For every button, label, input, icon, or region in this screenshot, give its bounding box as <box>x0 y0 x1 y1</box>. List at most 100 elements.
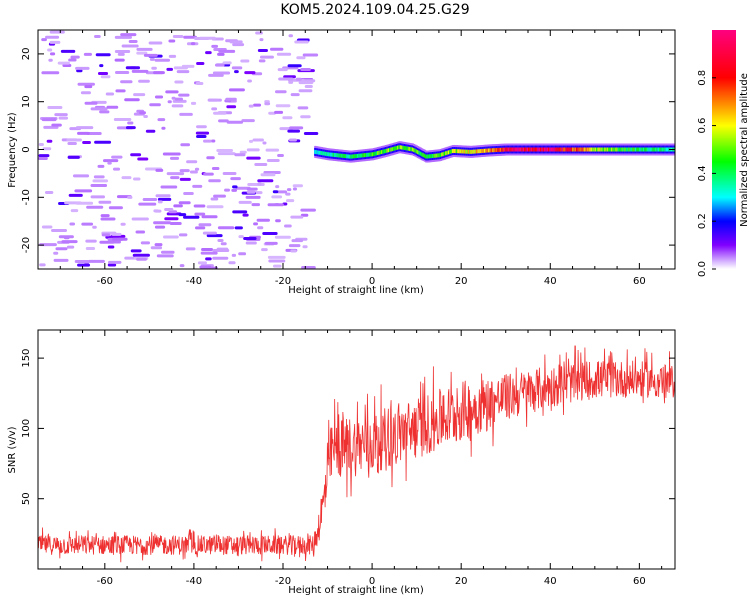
noise-blob <box>247 79 252 83</box>
noise-blob <box>77 131 90 135</box>
track-core <box>350 154 353 159</box>
noise-blob <box>113 117 132 121</box>
noise-blob <box>137 157 149 161</box>
track-core <box>410 147 413 152</box>
noise-blob <box>213 194 226 198</box>
noise-blob <box>275 219 281 223</box>
x-tick-label: -20 <box>275 576 291 587</box>
noise-blob <box>178 201 191 205</box>
noise-blob <box>111 155 123 159</box>
noise-blob <box>151 66 157 70</box>
track-core <box>593 147 596 152</box>
track-core <box>352 154 356 159</box>
noise-blob <box>218 49 236 53</box>
noise-blob <box>97 164 105 168</box>
track-core <box>385 149 388 154</box>
noise-blob <box>169 222 182 226</box>
track-core <box>362 153 365 158</box>
track-core <box>473 149 476 154</box>
noise-blob <box>232 185 238 189</box>
noise-blob <box>97 72 109 76</box>
noise-blob <box>43 125 59 129</box>
noise-blob <box>205 51 212 55</box>
track-core <box>491 148 495 153</box>
noise-blob <box>125 66 141 70</box>
noise-blob <box>84 85 93 89</box>
noise-blob <box>269 47 284 51</box>
noise-blob <box>128 39 138 43</box>
noise-blob <box>228 88 245 92</box>
spectrogram-x-axis: -60 -40 -20 0 20 40 60 <box>37 30 663 287</box>
noise-blob <box>61 240 78 244</box>
noise-blob <box>292 184 303 188</box>
noise-blob <box>171 104 184 108</box>
track-core <box>503 147 507 152</box>
noise-blob <box>171 96 176 100</box>
track-core <box>443 151 447 156</box>
noise-blob <box>72 174 90 178</box>
noise-blob <box>87 259 105 263</box>
track-core <box>634 147 638 152</box>
track-core <box>505 147 508 152</box>
noise-blob <box>127 195 133 199</box>
track-core <box>614 147 618 152</box>
noise-blob <box>257 182 262 186</box>
track-core <box>368 152 372 157</box>
track-core <box>355 154 358 159</box>
noise-blob <box>189 170 198 174</box>
noise-blob <box>166 172 185 176</box>
noise-blob <box>300 213 309 217</box>
track-core <box>451 149 455 154</box>
noise-blob <box>161 250 175 254</box>
track-core <box>359 153 362 158</box>
noise-blob <box>68 58 77 62</box>
noise-blob <box>164 217 179 221</box>
noise-blob <box>179 264 185 268</box>
noise-blob <box>286 188 292 192</box>
noise-blob <box>263 171 281 175</box>
track-core <box>415 149 418 154</box>
noise-blob <box>228 261 236 265</box>
noise-blob <box>267 203 284 207</box>
x-tick-label: -40 <box>186 576 202 587</box>
noise-blob <box>296 56 306 60</box>
colorbar-tick-label: 0.0 <box>697 261 708 277</box>
snr-y-label: SNR (v/v) <box>7 426 18 473</box>
noise-blob <box>226 120 244 124</box>
noise-blob <box>190 101 197 105</box>
track-core <box>515 147 519 152</box>
track-core <box>449 149 452 154</box>
noise-blob <box>49 40 61 44</box>
track-core <box>438 153 441 158</box>
track-core <box>394 146 397 151</box>
noise-blob <box>77 82 95 86</box>
noise-blob <box>180 143 191 147</box>
spectrogram-y-label: Frequency (Hz) <box>7 112 18 188</box>
noise-blob <box>274 235 291 239</box>
noise-blob <box>81 222 94 226</box>
track-core <box>319 150 322 155</box>
track-core <box>638 147 642 152</box>
noise-blob <box>294 40 309 44</box>
track-core <box>426 154 429 159</box>
noise-blob <box>285 192 291 196</box>
noise-blob <box>225 97 237 101</box>
track-core <box>545 147 548 152</box>
noise-blob <box>222 171 237 175</box>
track-core <box>445 151 448 156</box>
x-tick-label: 0 <box>369 276 375 287</box>
noise-blob <box>206 156 215 160</box>
track-core <box>318 150 321 155</box>
track-core <box>581 147 584 152</box>
noise-blob <box>42 147 52 151</box>
track-core <box>343 154 346 159</box>
noise-blob <box>133 177 141 181</box>
noise-blob <box>69 222 76 226</box>
noise-blob <box>217 152 236 156</box>
noise-blob <box>195 131 210 135</box>
track-core <box>489 148 492 153</box>
noise-blob <box>67 141 77 145</box>
noise-blob <box>41 38 47 42</box>
x-tick-label: 20 <box>455 576 468 587</box>
noise-blob <box>155 194 171 198</box>
